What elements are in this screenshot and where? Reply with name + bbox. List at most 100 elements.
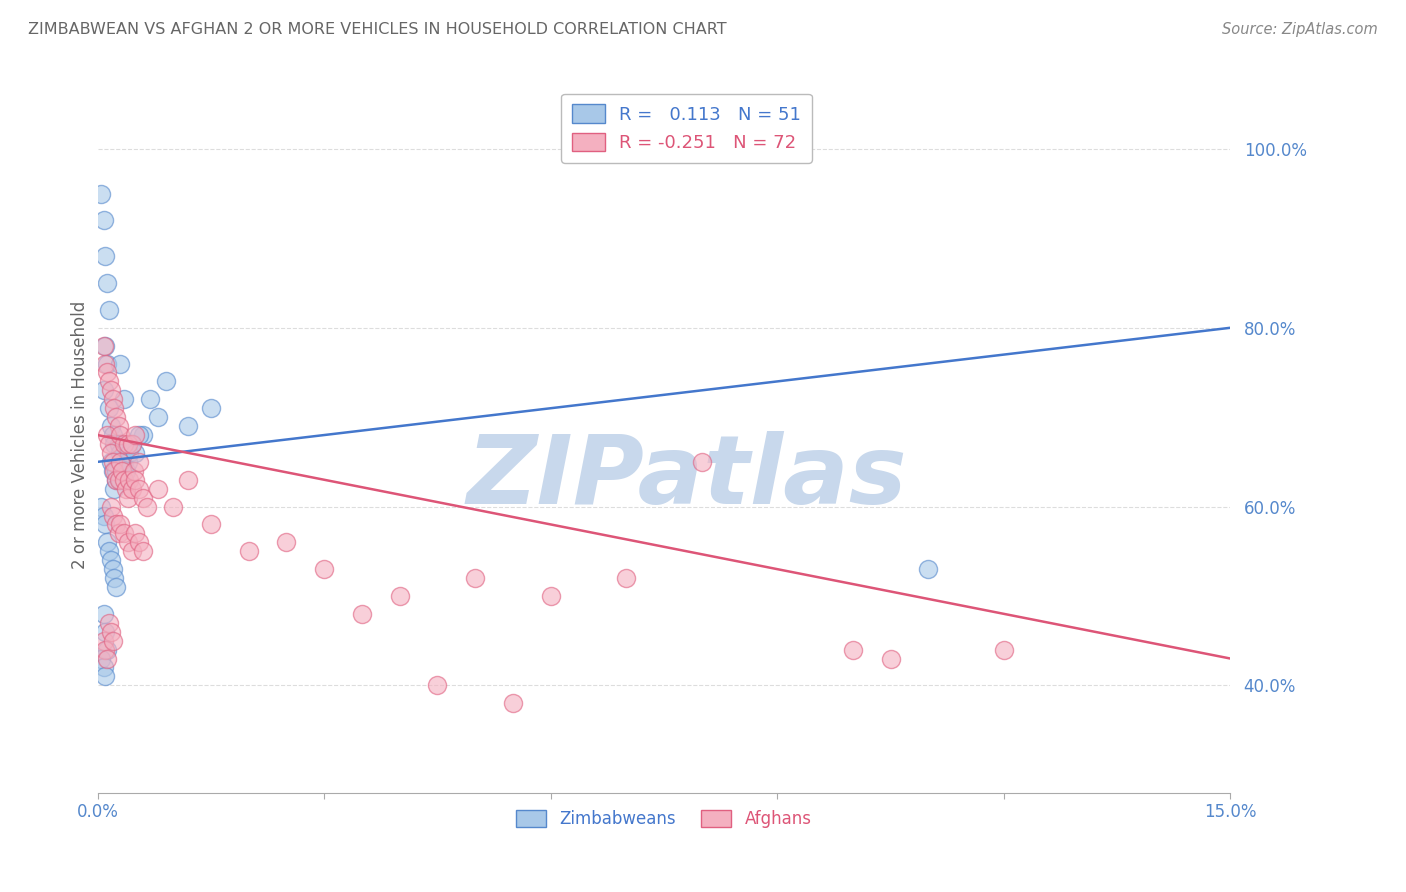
Point bbox=[94, 357, 117, 371]
Point bbox=[177, 473, 200, 487]
Point bbox=[110, 428, 132, 442]
Point bbox=[93, 508, 115, 523]
Text: ZIMBABWEAN VS AFGHAN 2 OR MORE VEHICLES IN HOUSEHOLD CORRELATION CHART: ZIMBABWEAN VS AFGHAN 2 OR MORE VEHICLES … bbox=[28, 22, 727, 37]
Point bbox=[93, 660, 115, 674]
Point bbox=[124, 428, 146, 442]
Point bbox=[540, 589, 562, 603]
Point bbox=[96, 366, 118, 380]
Point bbox=[103, 437, 125, 451]
Point bbox=[107, 419, 129, 434]
Point bbox=[105, 410, 128, 425]
Point bbox=[90, 500, 112, 514]
Point bbox=[90, 651, 112, 665]
Point bbox=[101, 633, 124, 648]
Point bbox=[139, 392, 162, 407]
Point bbox=[110, 446, 132, 460]
Point bbox=[105, 580, 128, 594]
Point bbox=[121, 437, 143, 451]
Point bbox=[101, 455, 124, 469]
Point bbox=[112, 526, 135, 541]
Point bbox=[132, 428, 155, 442]
Point bbox=[146, 410, 169, 425]
Point bbox=[100, 384, 122, 398]
Point bbox=[105, 473, 128, 487]
Point bbox=[128, 455, 150, 469]
Point bbox=[200, 517, 222, 532]
Point bbox=[101, 562, 124, 576]
Point bbox=[97, 302, 120, 317]
Point bbox=[94, 642, 117, 657]
Point bbox=[112, 473, 135, 487]
Point bbox=[117, 535, 139, 549]
Point bbox=[93, 633, 115, 648]
Point bbox=[110, 455, 132, 469]
Y-axis label: 2 or more Vehicles in Household: 2 or more Vehicles in Household bbox=[72, 301, 89, 569]
Point bbox=[101, 392, 124, 407]
Point bbox=[200, 401, 222, 416]
Point bbox=[502, 696, 524, 710]
Point bbox=[97, 544, 120, 558]
Point bbox=[105, 517, 128, 532]
Point bbox=[103, 464, 125, 478]
Point bbox=[842, 642, 865, 657]
Point bbox=[110, 517, 132, 532]
Point bbox=[128, 482, 150, 496]
Point bbox=[112, 437, 135, 451]
Point bbox=[101, 508, 124, 523]
Point bbox=[103, 482, 125, 496]
Point bbox=[879, 651, 901, 665]
Point bbox=[97, 437, 120, 451]
Text: ZIPatlas: ZIPatlas bbox=[467, 432, 907, 524]
Legend: Zimbabweans, Afghans: Zimbabweans, Afghans bbox=[510, 803, 818, 834]
Point bbox=[917, 562, 939, 576]
Point bbox=[93, 338, 115, 352]
Point bbox=[96, 642, 118, 657]
Point bbox=[614, 571, 637, 585]
Point bbox=[97, 615, 120, 630]
Point bbox=[107, 473, 129, 487]
Point bbox=[162, 500, 184, 514]
Point bbox=[96, 428, 118, 442]
Point bbox=[101, 464, 124, 478]
Point bbox=[426, 678, 449, 692]
Point bbox=[690, 455, 713, 469]
Point bbox=[112, 455, 135, 469]
Point bbox=[121, 482, 143, 496]
Point bbox=[128, 535, 150, 549]
Point bbox=[100, 624, 122, 639]
Point bbox=[100, 553, 122, 567]
Point bbox=[100, 446, 122, 460]
Point bbox=[100, 455, 122, 469]
Point bbox=[96, 651, 118, 665]
Point bbox=[112, 392, 135, 407]
Point bbox=[96, 357, 118, 371]
Point bbox=[100, 500, 122, 514]
Point bbox=[110, 473, 132, 487]
Point bbox=[132, 491, 155, 505]
Point bbox=[118, 446, 141, 460]
Point bbox=[117, 437, 139, 451]
Point bbox=[146, 482, 169, 496]
Point bbox=[97, 375, 120, 389]
Point bbox=[314, 562, 336, 576]
Point bbox=[135, 500, 157, 514]
Point bbox=[177, 419, 200, 434]
Point bbox=[96, 276, 118, 290]
Point bbox=[238, 544, 260, 558]
Point bbox=[124, 446, 146, 460]
Point bbox=[128, 428, 150, 442]
Point bbox=[117, 491, 139, 505]
Point bbox=[96, 535, 118, 549]
Point bbox=[155, 375, 177, 389]
Point bbox=[94, 669, 117, 683]
Point bbox=[276, 535, 298, 549]
Point bbox=[115, 482, 138, 496]
Point bbox=[121, 437, 143, 451]
Point bbox=[94, 249, 117, 263]
Point bbox=[105, 473, 128, 487]
Point bbox=[94, 517, 117, 532]
Point bbox=[100, 419, 122, 434]
Point bbox=[124, 526, 146, 541]
Point bbox=[124, 473, 146, 487]
Point bbox=[117, 455, 139, 469]
